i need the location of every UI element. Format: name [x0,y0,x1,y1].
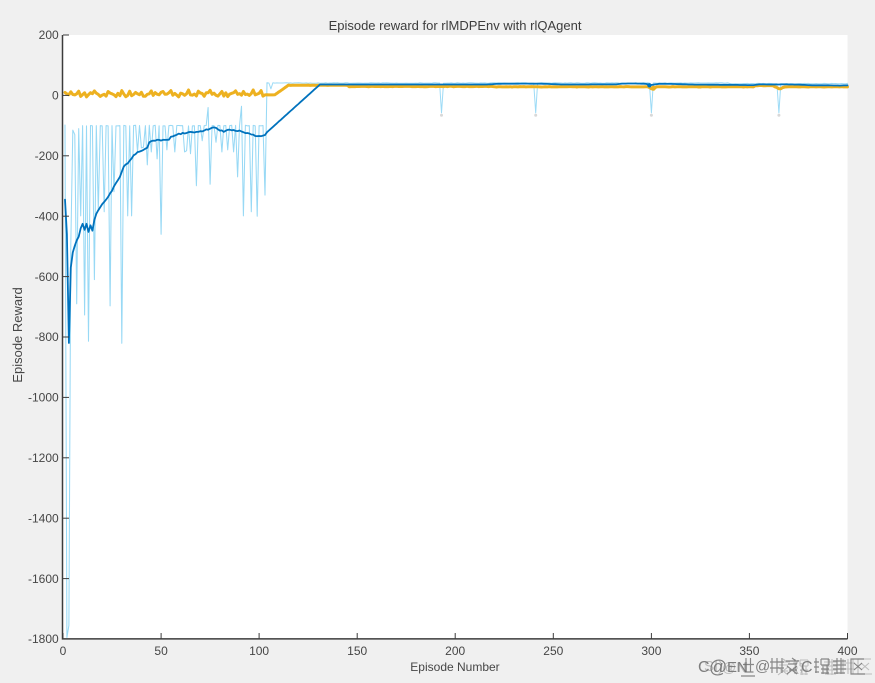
svg-text:-800: -800 [35,330,59,344]
svg-text:Episode Reward: Episode Reward [10,287,25,382]
svg-text:@N: @N [722,659,746,675]
svg-text:250: 250 [543,644,563,658]
svg-text:-1400: -1400 [28,511,59,525]
svg-text:C: C [698,659,710,676]
svg-text:-600: -600 [35,270,59,284]
svg-text:EN: EN [727,659,748,676]
svg-text:-1200: -1200 [28,451,59,465]
svg-text:-1800: -1800 [28,632,59,646]
svg-text:SI): SI) [704,658,723,675]
svg-text:200: 200 [39,28,59,42]
svg-text:-200: -200 [35,149,59,163]
svg-text:350: 350 [739,644,759,658]
svg-text:-1000: -1000 [28,391,59,405]
svg-text:-1600: -1600 [28,572,59,586]
svg-text:200: 200 [445,644,465,658]
svg-text:Episode reward for rlMDPEnv wi: Episode reward for rlMDPEnv with rlQAgen… [329,18,582,33]
svg-text:-400: -400 [35,209,59,223]
svg-text:0: 0 [52,89,59,103]
svg-text:@: @ [755,658,770,675]
svg-text:Episode Number: Episode Number [410,660,499,674]
svg-text:100: 100 [249,644,269,658]
svg-text:(;: (; [794,658,803,675]
svg-text:400: 400 [837,644,857,658]
svg-text:@: @ [709,657,727,677]
svg-text:0: 0 [60,644,67,658]
svg-text:150: 150 [347,644,367,658]
svg-text:50: 50 [154,644,168,658]
svg-text:300: 300 [641,644,661,658]
svg-text:C: C [801,659,813,676]
